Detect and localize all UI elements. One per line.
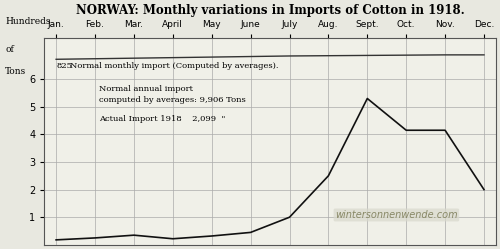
Title: NORWAY: Monthly variations in Imports of Cotton in 1918.: NORWAY: Monthly variations in Imports of… — [76, 4, 464, 17]
Text: wintersonnenwende.com: wintersonnenwende.com — [335, 210, 458, 220]
Text: Hundreds: Hundreds — [5, 17, 51, 26]
Text: Actual Import 1918    2,099  ": Actual Import 1918 2,099 " — [99, 115, 226, 123]
Text: of: of — [5, 45, 14, 54]
Text: 825: 825 — [56, 62, 72, 70]
Text: Normal monthly import (Computed by averages).: Normal monthly import (Computed by avera… — [70, 62, 278, 70]
Text: Normal annual import
computed by averages: 9,906 Tons: Normal annual import computed by average… — [99, 85, 246, 104]
Text: Tons: Tons — [5, 67, 26, 76]
